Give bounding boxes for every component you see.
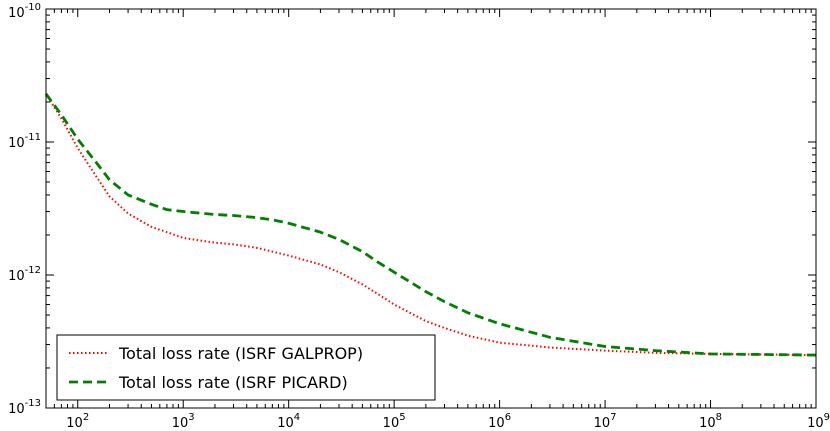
- x-tick-label: 107: [594, 412, 617, 431]
- x-tick-label: 109: [807, 412, 830, 431]
- x-tick-label: 104: [277, 412, 300, 431]
- y-tick-label: 10-10: [8, 2, 41, 21]
- legend: Total loss rate (ISRF GALPROP) Total loss…: [56, 334, 436, 401]
- y-tick-label: 10-11: [8, 132, 41, 151]
- x-tick-label: 103: [172, 412, 195, 431]
- series-layer: [44, 93, 817, 357]
- x-tick-label: 108: [699, 412, 722, 431]
- ticks-layer: 102 103 104 105 106 107 108 109 10-13 10-12 10-11 1…: [8, 2, 830, 431]
- legend-label-1: Total loss rate (ISRF GALPROP): [118, 344, 363, 363]
- x-tick-label: 106: [488, 412, 511, 431]
- legend-label-2: Total loss rate (ISRF PICARD): [118, 373, 348, 392]
- series-line-2: [44, 93, 817, 357]
- x-tick-label: 105: [383, 412, 406, 431]
- y-tick-label: 10-12: [8, 265, 41, 284]
- legend-box: [56, 334, 436, 401]
- series-line-1: [45, 93, 817, 357]
- y-tick-label: 10-13: [8, 398, 41, 417]
- plot-frame: [45, 8, 817, 409]
- x-tick-label: 102: [66, 412, 89, 431]
